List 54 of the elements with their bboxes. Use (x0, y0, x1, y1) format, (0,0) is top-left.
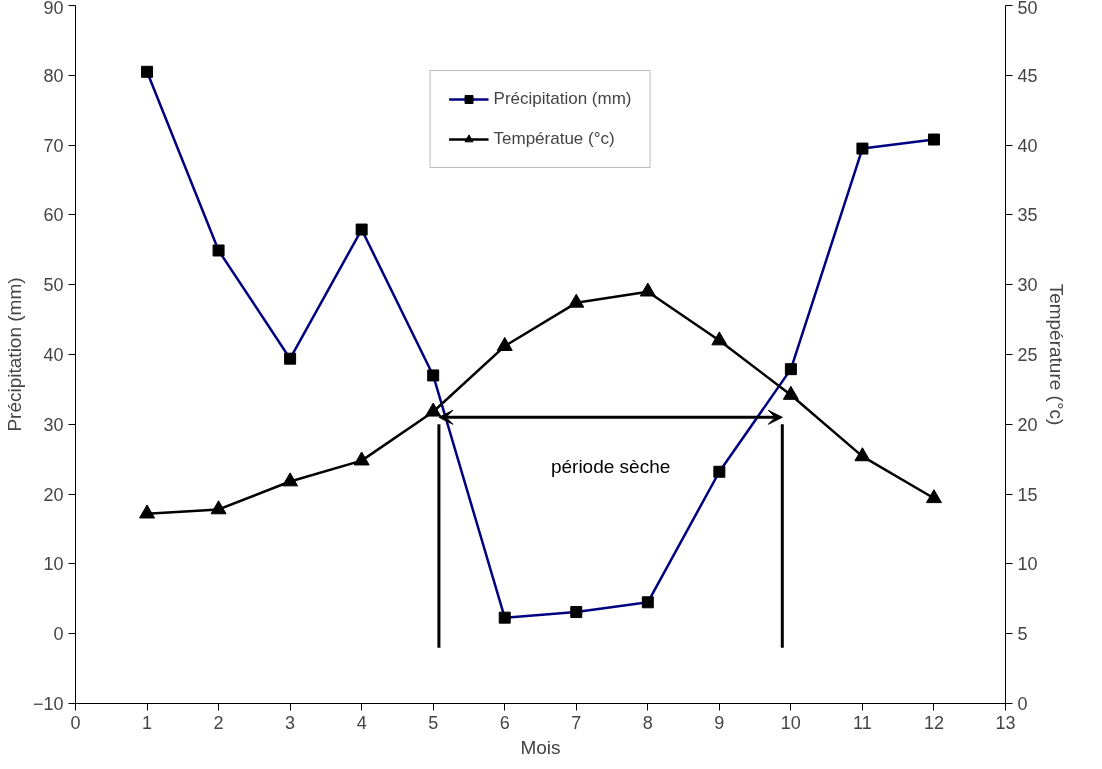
y2-tick-label: 0 (1017, 694, 1028, 714)
x-tick-label: 6 (499, 712, 510, 733)
x-axis-title: Mois (520, 736, 561, 758)
y2-tick-label: 10 (1017, 554, 1038, 575)
y-tick-label: 10 (43, 554, 64, 575)
point (353, 451, 370, 466)
point (639, 282, 656, 297)
y-tick-label: 0 (53, 624, 64, 645)
point (568, 293, 585, 308)
legend-label: Précipitation (mm) (493, 89, 632, 109)
point (210, 500, 227, 515)
x-tick-label: 3 (285, 712, 296, 733)
x-tick-label: 4 (356, 712, 367, 733)
x-tick-label: 9 (714, 712, 725, 733)
x-tick-label: 0 (70, 712, 81, 733)
x-tick-label: 13 (995, 712, 1016, 733)
x-tick-label: 5 (428, 712, 439, 733)
y2-tick-label: 15 (1017, 484, 1038, 505)
y-tick-label: 30 (43, 414, 64, 435)
point (425, 402, 442, 417)
y2-tick-label: 5 (1017, 624, 1028, 645)
y2-tick-label: 20 (1017, 414, 1038, 435)
annotation: période sèche (550, 455, 671, 477)
point (496, 336, 513, 351)
x-tick-label: 8 (642, 712, 653, 733)
x-tick-label: 7 (571, 712, 582, 733)
y2-tick-label: 25 (1017, 345, 1038, 365)
y2-tick-label: 40 (1017, 135, 1038, 156)
y2-tick-label: 50 (1017, 0, 1038, 18)
y2-axis-title: Température (°c) (1045, 283, 1067, 426)
x-tick-label: 10 (780, 712, 801, 733)
y-tick-label: 40 (43, 345, 64, 365)
point (282, 472, 299, 487)
legend-label: Températue (°c) (493, 129, 615, 149)
y2-tick-label: 45 (1017, 65, 1038, 86)
y-tick-label: 90 (43, 0, 64, 18)
y-tick-label: 50 (43, 275, 64, 296)
y2-tick-label: 30 (1017, 275, 1038, 296)
point (139, 504, 156, 519)
y-tick-label: 80 (43, 65, 64, 86)
y2-tick-label: 35 (1017, 205, 1038, 226)
y-tick-label: 20 (43, 484, 64, 505)
x-tick-label: 12 (923, 712, 944, 733)
x-tick-label: 2 (213, 712, 224, 733)
y-tick-label: 60 (43, 205, 64, 226)
point (782, 385, 799, 400)
x-tick-label: 1 (142, 712, 153, 733)
x-tick-label: 11 (853, 712, 872, 733)
y-tick-label: −10 (32, 694, 64, 714)
point (854, 447, 871, 462)
point (711, 331, 728, 346)
y-axis-title: Précipitation (mm) (3, 277, 25, 432)
y-tick-label: 70 (43, 135, 64, 156)
point (925, 489, 942, 504)
